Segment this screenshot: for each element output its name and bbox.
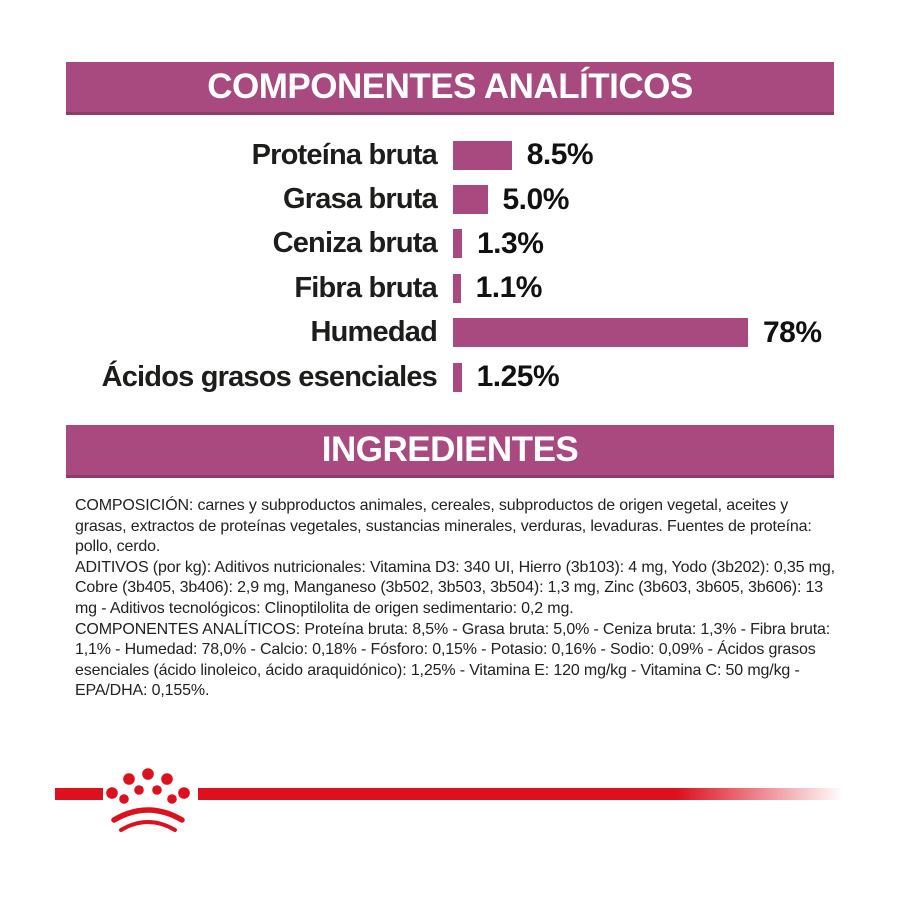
- ingredients-header: INGREDIENTES: [66, 425, 834, 478]
- chart-bar: [453, 318, 748, 348]
- ingredients-text-block: COMPOSICIÓN: carnes y subproductos anima…: [75, 496, 837, 702]
- chart-category-label: Humedad: [310, 316, 437, 349]
- ingredients-title: INGREDIENTES: [321, 430, 579, 469]
- chart-bar: [453, 273, 461, 303]
- chart-bar: [453, 185, 488, 215]
- chart-value-label: 1.3%: [477, 226, 544, 260]
- chart-category-label: Ceniza bruta: [272, 227, 438, 260]
- chart-value-label: 1.1%: [475, 271, 543, 305]
- chart-value-label: 1.25%: [476, 360, 560, 394]
- analytical-components-paragraph: COMPONENTES ANALÍTICOS: Proteína bruta: …: [75, 620, 831, 700]
- chart-row: Humedad 78%: [0, 311, 900, 355]
- chart-category-label: Fibra bruta: [294, 271, 437, 304]
- chart-row: Proteína bruta 8.5%: [0, 133, 900, 177]
- red-line-right: [198, 788, 863, 800]
- analytical-components-title: COMPONENTES ANALÍTICOS: [207, 67, 693, 106]
- chart-row: Ácidos grasos esenciales 1.25%: [0, 355, 900, 399]
- chart-category-label: Proteína bruta: [251, 138, 438, 171]
- composition-paragraph: COMPOSICIÓN: carnes y subproductos anima…: [75, 497, 812, 556]
- chart-value-label: 5.0%: [502, 182, 570, 216]
- chart-row: Fibra bruta 1.1%: [0, 266, 900, 310]
- additives-paragraph: ADITIVOS (por kg): Aditivos nutricionale…: [75, 558, 835, 617]
- chart-row: Grasa bruta 5.0%: [0, 177, 900, 221]
- royal-canin-crown-icon: [106, 768, 190, 832]
- red-line-left: [55, 788, 103, 800]
- analytical-components-header: COMPONENTES ANALÍTICOS: [66, 62, 834, 115]
- chart-bar: [453, 140, 512, 170]
- chart-value-label: 78%: [763, 315, 822, 349]
- brand-logo-row: [0, 768, 900, 840]
- chart-category-label: Grasa bruta: [283, 183, 438, 216]
- chart-row: Ceniza bruta 1.3%: [0, 222, 900, 266]
- chart-category-label: Ácidos grasos esenciales: [101, 360, 438, 393]
- chart-value-label: 8.5%: [526, 138, 594, 172]
- chart-bar: [453, 229, 462, 259]
- analytical-components-chart: Proteína bruta 8.5% Grasa bruta 5.0% Ceniza …: [0, 133, 900, 399]
- chart-bar: [453, 362, 462, 392]
